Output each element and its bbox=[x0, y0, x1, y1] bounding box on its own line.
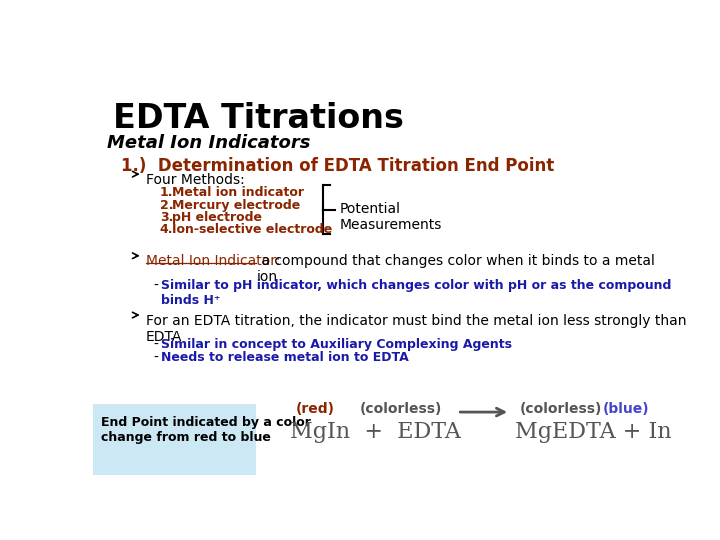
Text: Needs to release metal ion to EDTA: Needs to release metal ion to EDTA bbox=[161, 351, 409, 364]
Text: -: - bbox=[153, 338, 158, 352]
Text: For an EDTA titration, the indicator must bind the metal ion less strongly than
: For an EDTA titration, the indicator mus… bbox=[145, 314, 686, 343]
Text: (blue): (blue) bbox=[603, 402, 649, 416]
Text: 4.: 4. bbox=[160, 224, 174, 237]
Text: Four Methods:: Four Methods: bbox=[145, 173, 245, 187]
Text: -: - bbox=[153, 279, 158, 293]
Text: a compound that changes color when it binds to a metal
ion: a compound that changes color when it bi… bbox=[256, 254, 654, 285]
Text: MgIn  +  EDTA: MgIn + EDTA bbox=[290, 421, 461, 443]
Text: 1.: 1. bbox=[160, 186, 174, 199]
Text: 1.)  Determination of EDTA Titration End Point: 1.) Determination of EDTA Titration End … bbox=[121, 157, 554, 175]
Text: Mercury electrode: Mercury electrode bbox=[172, 199, 300, 212]
Text: pH electrode: pH electrode bbox=[172, 211, 262, 224]
Text: MgEDTA + In: MgEDTA + In bbox=[515, 421, 671, 443]
Text: (colorless): (colorless) bbox=[519, 402, 602, 416]
Text: Metal Ion Indicators: Metal Ion Indicators bbox=[107, 134, 310, 152]
Text: Similar in concept to Auxiliary Complexing Agents: Similar in concept to Auxiliary Complexi… bbox=[161, 338, 513, 351]
FancyBboxPatch shape bbox=[93, 404, 256, 475]
Text: Ion-selective electrode: Ion-selective electrode bbox=[172, 224, 333, 237]
Text: Potential
Measurements: Potential Measurements bbox=[340, 202, 442, 232]
Text: 2.: 2. bbox=[160, 199, 174, 212]
Text: 3.: 3. bbox=[160, 211, 173, 224]
Text: Similar to pH indicator, which changes color with pH or as the compound
binds H⁺: Similar to pH indicator, which changes c… bbox=[161, 279, 672, 307]
Text: Metal ion indicator: Metal ion indicator bbox=[172, 186, 304, 199]
Text: (red): (red) bbox=[296, 402, 335, 416]
Text: Metal Ion Indicator:: Metal Ion Indicator: bbox=[145, 254, 280, 268]
Text: (colorless): (colorless) bbox=[360, 402, 442, 416]
Text: -: - bbox=[153, 351, 158, 365]
Text: End Point indicated by a color
change from red to blue: End Point indicated by a color change fr… bbox=[101, 416, 311, 444]
Text: EDTA Titrations: EDTA Titrations bbox=[113, 102, 404, 135]
